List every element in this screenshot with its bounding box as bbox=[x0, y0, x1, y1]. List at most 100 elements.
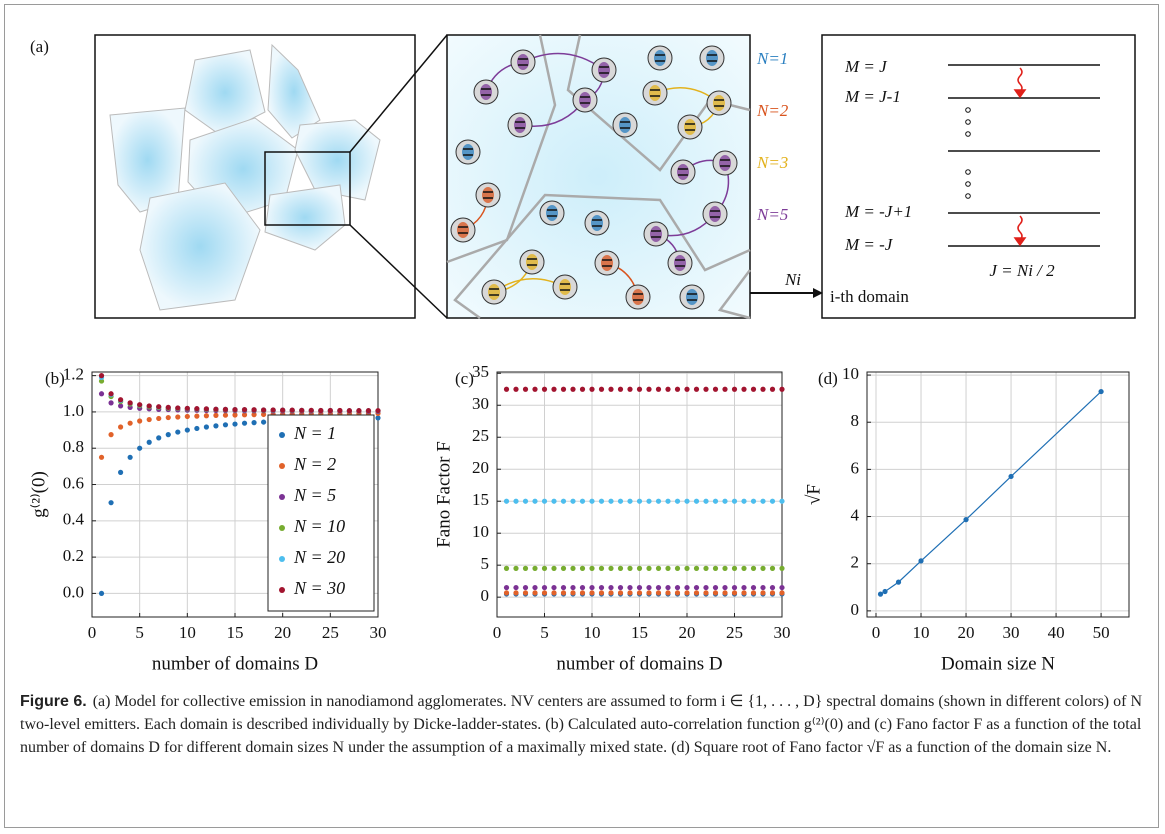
emitter-core bbox=[488, 284, 500, 300]
x-tick-label: 0 bbox=[493, 623, 502, 642]
point bbox=[703, 584, 709, 591]
point bbox=[684, 498, 690, 504]
point bbox=[194, 413, 200, 419]
point bbox=[146, 416, 152, 423]
emitters bbox=[450, 45, 738, 310]
point bbox=[137, 418, 143, 424]
point bbox=[175, 414, 181, 420]
y-tick-label: 20 bbox=[472, 458, 489, 477]
x-tick-label: 10 bbox=[913, 623, 930, 642]
point bbox=[522, 386, 529, 392]
point bbox=[769, 386, 776, 392]
point bbox=[703, 498, 709, 504]
point bbox=[627, 386, 633, 392]
point bbox=[750, 590, 757, 596]
y-tick-label: 5 bbox=[481, 554, 490, 573]
point bbox=[146, 403, 152, 409]
emitter-core bbox=[591, 215, 603, 231]
point bbox=[918, 558, 924, 564]
point bbox=[655, 498, 662, 504]
x-tick-label: 25 bbox=[726, 623, 743, 642]
point bbox=[337, 407, 343, 414]
point bbox=[203, 406, 209, 412]
emitter-core bbox=[650, 226, 662, 242]
point bbox=[375, 408, 381, 414]
point bbox=[741, 590, 747, 596]
point bbox=[665, 386, 671, 392]
point bbox=[779, 498, 785, 504]
point bbox=[703, 386, 709, 392]
point bbox=[232, 406, 238, 413]
y-tick-label: 6 bbox=[851, 458, 860, 477]
y-tick-label: 10 bbox=[472, 522, 489, 541]
point bbox=[513, 386, 519, 392]
emitter-core bbox=[677, 164, 689, 180]
point bbox=[674, 590, 681, 596]
point bbox=[108, 391, 114, 397]
y-tick-label: 0.0 bbox=[63, 582, 84, 601]
point bbox=[579, 565, 586, 571]
point bbox=[646, 590, 652, 596]
legend-box bbox=[267, 414, 375, 612]
point bbox=[108, 500, 114, 506]
y-tick-label: 0 bbox=[851, 600, 860, 619]
point bbox=[551, 565, 557, 571]
legend-label: N = 1 bbox=[293, 423, 336, 443]
x-tick-label: 30 bbox=[1003, 623, 1020, 642]
point bbox=[261, 419, 267, 425]
point bbox=[299, 407, 305, 413]
x-tick-label: 50 bbox=[1093, 623, 1110, 642]
ladder-dots bbox=[965, 107, 971, 199]
point bbox=[731, 590, 738, 596]
point bbox=[598, 584, 605, 591]
point bbox=[963, 517, 969, 523]
point bbox=[127, 400, 133, 406]
point bbox=[665, 565, 671, 571]
point bbox=[137, 445, 143, 451]
emitter-core bbox=[709, 206, 721, 222]
point bbox=[722, 565, 728, 571]
caption-text: (a) Model for collective emission in nan… bbox=[20, 693, 1143, 756]
point bbox=[684, 584, 690, 591]
point bbox=[108, 432, 114, 438]
y-tick-label: 1.0 bbox=[63, 401, 84, 420]
x-tick-label: 40 bbox=[1048, 623, 1065, 642]
point bbox=[118, 403, 124, 409]
point bbox=[165, 404, 171, 410]
point bbox=[365, 408, 372, 414]
y-tick-label: 0.2 bbox=[63, 546, 84, 565]
domain-legend: N=1 bbox=[756, 49, 788, 68]
point bbox=[522, 565, 529, 571]
point bbox=[1008, 473, 1014, 480]
legend-label: N = 20 bbox=[293, 547, 345, 567]
point bbox=[513, 498, 519, 504]
point bbox=[503, 590, 510, 596]
point bbox=[636, 386, 643, 392]
point bbox=[118, 469, 124, 475]
grains bbox=[109, 43, 381, 311]
x-tick-label: 10 bbox=[584, 623, 601, 642]
y-tick-label: 0.8 bbox=[63, 437, 84, 456]
point bbox=[184, 427, 190, 433]
point bbox=[156, 404, 162, 410]
point bbox=[731, 498, 738, 504]
point bbox=[655, 386, 662, 392]
y-tick-label: 8 bbox=[851, 411, 860, 430]
point bbox=[541, 498, 548, 504]
point bbox=[693, 584, 700, 591]
point bbox=[118, 397, 124, 403]
point bbox=[541, 386, 548, 392]
point bbox=[722, 386, 728, 392]
legend-label: N = 30 bbox=[293, 578, 345, 598]
y-tick-label: 1.2 bbox=[63, 365, 84, 384]
ladder-levels bbox=[948, 64, 1100, 247]
emitter-core bbox=[674, 255, 686, 271]
y-tick-label: 35 bbox=[472, 362, 489, 381]
point bbox=[877, 591, 884, 597]
point bbox=[636, 590, 643, 596]
point bbox=[137, 402, 143, 408]
point bbox=[560, 565, 567, 571]
point bbox=[731, 584, 738, 591]
zoom-line bbox=[349, 34, 448, 153]
zoom-line bbox=[349, 224, 448, 319]
